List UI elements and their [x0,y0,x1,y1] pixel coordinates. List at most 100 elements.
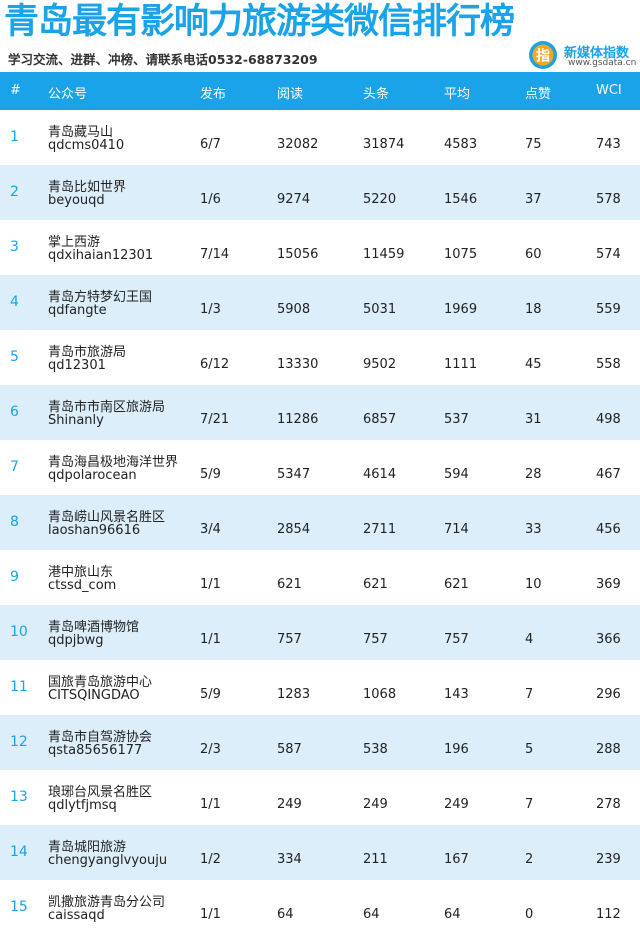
account-name: 青岛比如世界 [48,180,127,195]
logo-glyph: 指 [536,48,550,65]
logo-url: www.gsdata.cn [568,58,637,68]
table-row: 12 青岛市自驾游协会 qsta85656177 2/3 587 538 196 5 288 [0,715,640,770]
read-count: 15056 [277,247,319,262]
rank-number: 5 [10,349,19,365]
published-count: 1/3 [200,302,221,317]
published-count: 1/1 [200,797,221,812]
account-id: caissaqd [48,908,105,923]
read-count: 13330 [277,357,319,372]
average-reads: 621 [444,577,469,592]
account-name: 港中旅山东 [48,565,114,580]
average-reads: 64 [444,907,461,922]
account-name: 琅琊台风景名胜区 [48,785,153,800]
column-header-account: 公众号 [48,87,88,102]
table-row: 3 掌上西游 qdxihaian12301 7/14 15056 11459 1075 60 5… [0,220,640,275]
account-name: 青岛啤酒博物馆 [48,620,140,635]
read-count: 9274 [277,192,311,207]
wci-score: 366 [596,632,621,647]
like-count: 2 [525,852,534,867]
table-row: 8 青岛崂山风景名胜区 laoshan96616 3/4 2854 2711 714 33 45… [0,495,640,550]
read-count: 64 [277,907,294,922]
headline-reads: 5031 [363,302,397,317]
rank-number: 12 [10,734,28,750]
headline-reads: 5220 [363,192,397,207]
account-id: qdpjbwg [48,633,104,648]
account-name: 国旅青岛旅游中心 [48,675,153,690]
read-count: 587 [277,742,302,757]
account-name: 青岛崂山风景名胜区 [48,510,166,525]
column-header-average: 平均 [444,87,471,102]
rank-number: 10 [10,624,28,640]
column-header-headline: 头条 [363,87,390,102]
rank-number: 7 [10,459,19,475]
headline-reads: 9502 [363,357,397,372]
column-header-likes: 点赞 [525,87,552,102]
like-count: 7 [525,687,534,702]
table-row: 10 青岛啤酒博物馆 qdpjbwg 1/1 757 757 757 4 366 [0,605,640,660]
headline-reads: 757 [363,632,388,647]
like-count: 4 [525,632,534,647]
published-count: 5/9 [200,687,221,702]
published-count: 2/3 [200,742,221,757]
page-header: 青岛最有影响力旅游类微信排行榜 学习交流、进群、冲榜、请联系电话0532-688… [0,0,640,72]
rank-number: 2 [10,184,19,200]
account-id: qsta85656177 [48,743,143,758]
headline-reads: 64 [363,907,380,922]
column-header-reads: 阅读 [277,87,304,102]
read-count: 5908 [277,302,311,317]
average-reads: 1111 [444,357,478,372]
account-id: chengyanglvyouju [48,853,168,868]
average-reads: 4583 [444,137,478,152]
average-reads: 167 [444,852,469,867]
table-row: 1 青岛藏马山 qdcms0410 6/7 32082 31874 4583 75 743 [0,110,640,165]
published-count: 1/6 [200,192,221,207]
table-row: 15 凯撒旅游青岛分公司 caissaqd 1/1 64 64 64 0 112 [0,880,640,935]
like-count: 5 [525,742,534,757]
headline-reads: 2711 [363,522,397,537]
wci-score: 574 [596,247,621,262]
like-count: 7 [525,797,534,812]
like-count: 0 [525,907,534,922]
wci-score: 467 [596,467,621,482]
wci-score: 278 [596,797,621,812]
rank-number: 6 [10,404,19,420]
table-row: 7 青岛海昌极地海洋世界 qdpolarocean 5/9 5347 4614 594 28 4… [0,440,640,495]
published-count: 6/12 [200,357,230,372]
wci-score: 456 [596,522,621,537]
account-id: laoshan96616 [48,523,141,538]
headline-reads: 621 [363,577,388,592]
headline-reads: 538 [363,742,388,757]
account-name: 青岛海昌极地海洋世界 [48,455,179,470]
read-count: 621 [277,577,302,592]
read-count: 32082 [277,137,319,152]
table-row: 6 青岛市市南区旅游局 Shinanly 7/21 11286 6857 537 31 498 [0,385,640,440]
account-name: 青岛藏马山 [48,125,114,140]
like-count: 33 [525,522,542,537]
read-count: 757 [277,632,302,647]
wci-score: 558 [596,357,621,372]
column-header-rank: # [10,83,21,98]
headline-reads: 4614 [363,467,397,482]
read-count: 5347 [277,467,311,482]
table-row: 11 国旅青岛旅游中心 CITSQINGDAO 5/9 1283 1068 143 7 296 [0,660,640,715]
rank-number: 9 [10,569,19,585]
published-count: 6/7 [200,137,221,152]
account-name: 青岛方特梦幻王国 [48,290,153,305]
table-row: 2 青岛比如世界 beyouqd 1/6 9274 5220 1546 37 578 [0,165,640,220]
account-id: qdfangte [48,303,107,318]
wci-score: 112 [596,907,621,922]
account-name: 凯撒旅游青岛分公司 [48,895,166,910]
published-count: 7/14 [200,247,230,262]
headline-reads: 31874 [363,137,405,152]
account-id: Shinanly [48,413,104,428]
rank-number: 13 [10,789,28,805]
published-count: 1/1 [200,632,221,647]
like-count: 45 [525,357,542,372]
rank-number: 15 [10,899,28,915]
table-row: 13 琅琊台风景名胜区 qdlytfjmsq 1/1 249 249 249 7 278 [0,770,640,825]
rank-number: 14 [10,844,28,860]
like-count: 37 [525,192,542,207]
average-reads: 1969 [444,302,478,317]
like-count: 60 [525,247,542,262]
average-reads: 249 [444,797,469,812]
